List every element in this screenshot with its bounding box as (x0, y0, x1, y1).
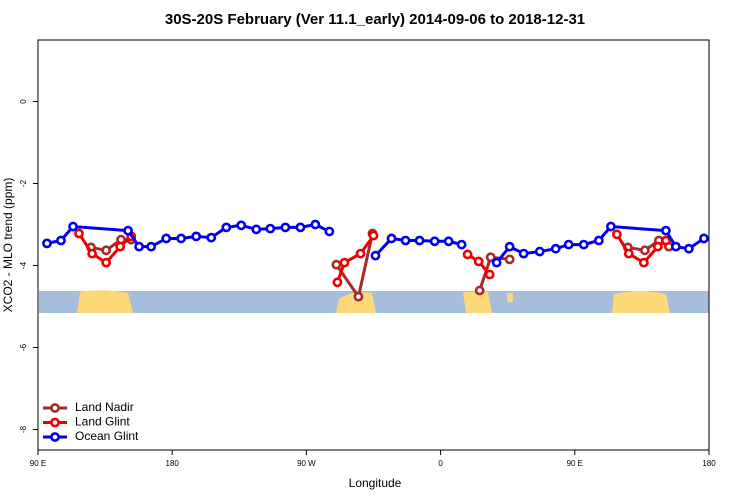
point (661, 235, 671, 246)
point (134, 241, 144, 252)
point (563, 239, 574, 250)
point (368, 230, 379, 241)
point (386, 233, 397, 244)
point (332, 277, 343, 288)
point (280, 222, 291, 233)
y-tick-label: -6 (19, 343, 28, 351)
plot-frame (37, 39, 710, 451)
legend-label: Ocean Glint (75, 429, 139, 443)
x-tick-label: 180 (166, 459, 180, 468)
point (462, 249, 473, 260)
point (176, 233, 187, 244)
point (491, 257, 502, 268)
legend-marker (50, 432, 60, 442)
point (161, 233, 172, 244)
x-tick-label: 90 E (30, 459, 46, 468)
legend-label: Land Nadir (75, 400, 134, 414)
land-ocean-strip (39, 290, 709, 313)
point (251, 224, 262, 235)
y-axis-label: XCO2 - MLO trend (ppm) (1, 178, 15, 313)
point (295, 222, 306, 233)
point (611, 229, 622, 240)
y-tick-label: 0 (19, 99, 28, 104)
point (578, 239, 589, 250)
point (683, 243, 694, 254)
legend-marker (50, 403, 60, 413)
point (443, 236, 454, 247)
legend-label: Land Glint (75, 415, 130, 429)
x-tick-label: 90 W (297, 459, 316, 468)
point (534, 246, 545, 257)
x-tick-label: 0 (438, 459, 443, 468)
point (485, 252, 496, 263)
point (101, 245, 112, 256)
point (661, 225, 671, 236)
point (370, 250, 381, 261)
point (456, 239, 467, 250)
point (623, 248, 634, 259)
point (123, 225, 133, 236)
x-tick-label: 180 (702, 459, 716, 468)
point (56, 235, 66, 246)
y-tick-label: -2 (19, 179, 28, 187)
point (639, 245, 650, 256)
y-tick-label: -8 (19, 425, 28, 433)
point (504, 254, 515, 265)
x-axis-label: Longitude (349, 476, 402, 490)
chart-title: 30S-20S February (Ver 11.1_early) 2014-0… (165, 11, 585, 28)
point (355, 248, 366, 259)
point (550, 243, 561, 254)
y-tick-label: -4 (19, 261, 28, 269)
point (206, 232, 217, 243)
point (339, 257, 350, 268)
point (236, 220, 247, 231)
point (429, 236, 440, 247)
point (68, 221, 78, 232)
point (42, 238, 52, 249)
point (265, 223, 276, 234)
point (638, 257, 649, 268)
point (414, 235, 425, 246)
point (504, 241, 515, 252)
point (652, 241, 663, 252)
point (221, 222, 232, 233)
point (74, 228, 84, 239)
point (699, 233, 709, 244)
point (310, 219, 321, 230)
point (146, 241, 157, 252)
x-tick-label: 90 E (567, 459, 583, 468)
point (670, 241, 681, 252)
point (593, 235, 604, 246)
point (518, 248, 529, 259)
point (484, 269, 495, 280)
legend-marker (50, 417, 60, 428)
point (324, 226, 335, 237)
point (115, 241, 126, 252)
point (87, 248, 98, 259)
point (474, 285, 485, 296)
point (353, 291, 364, 302)
point (331, 259, 342, 270)
point (473, 256, 484, 267)
point (101, 257, 112, 268)
point (191, 231, 202, 242)
point (605, 221, 616, 232)
point (400, 235, 411, 246)
